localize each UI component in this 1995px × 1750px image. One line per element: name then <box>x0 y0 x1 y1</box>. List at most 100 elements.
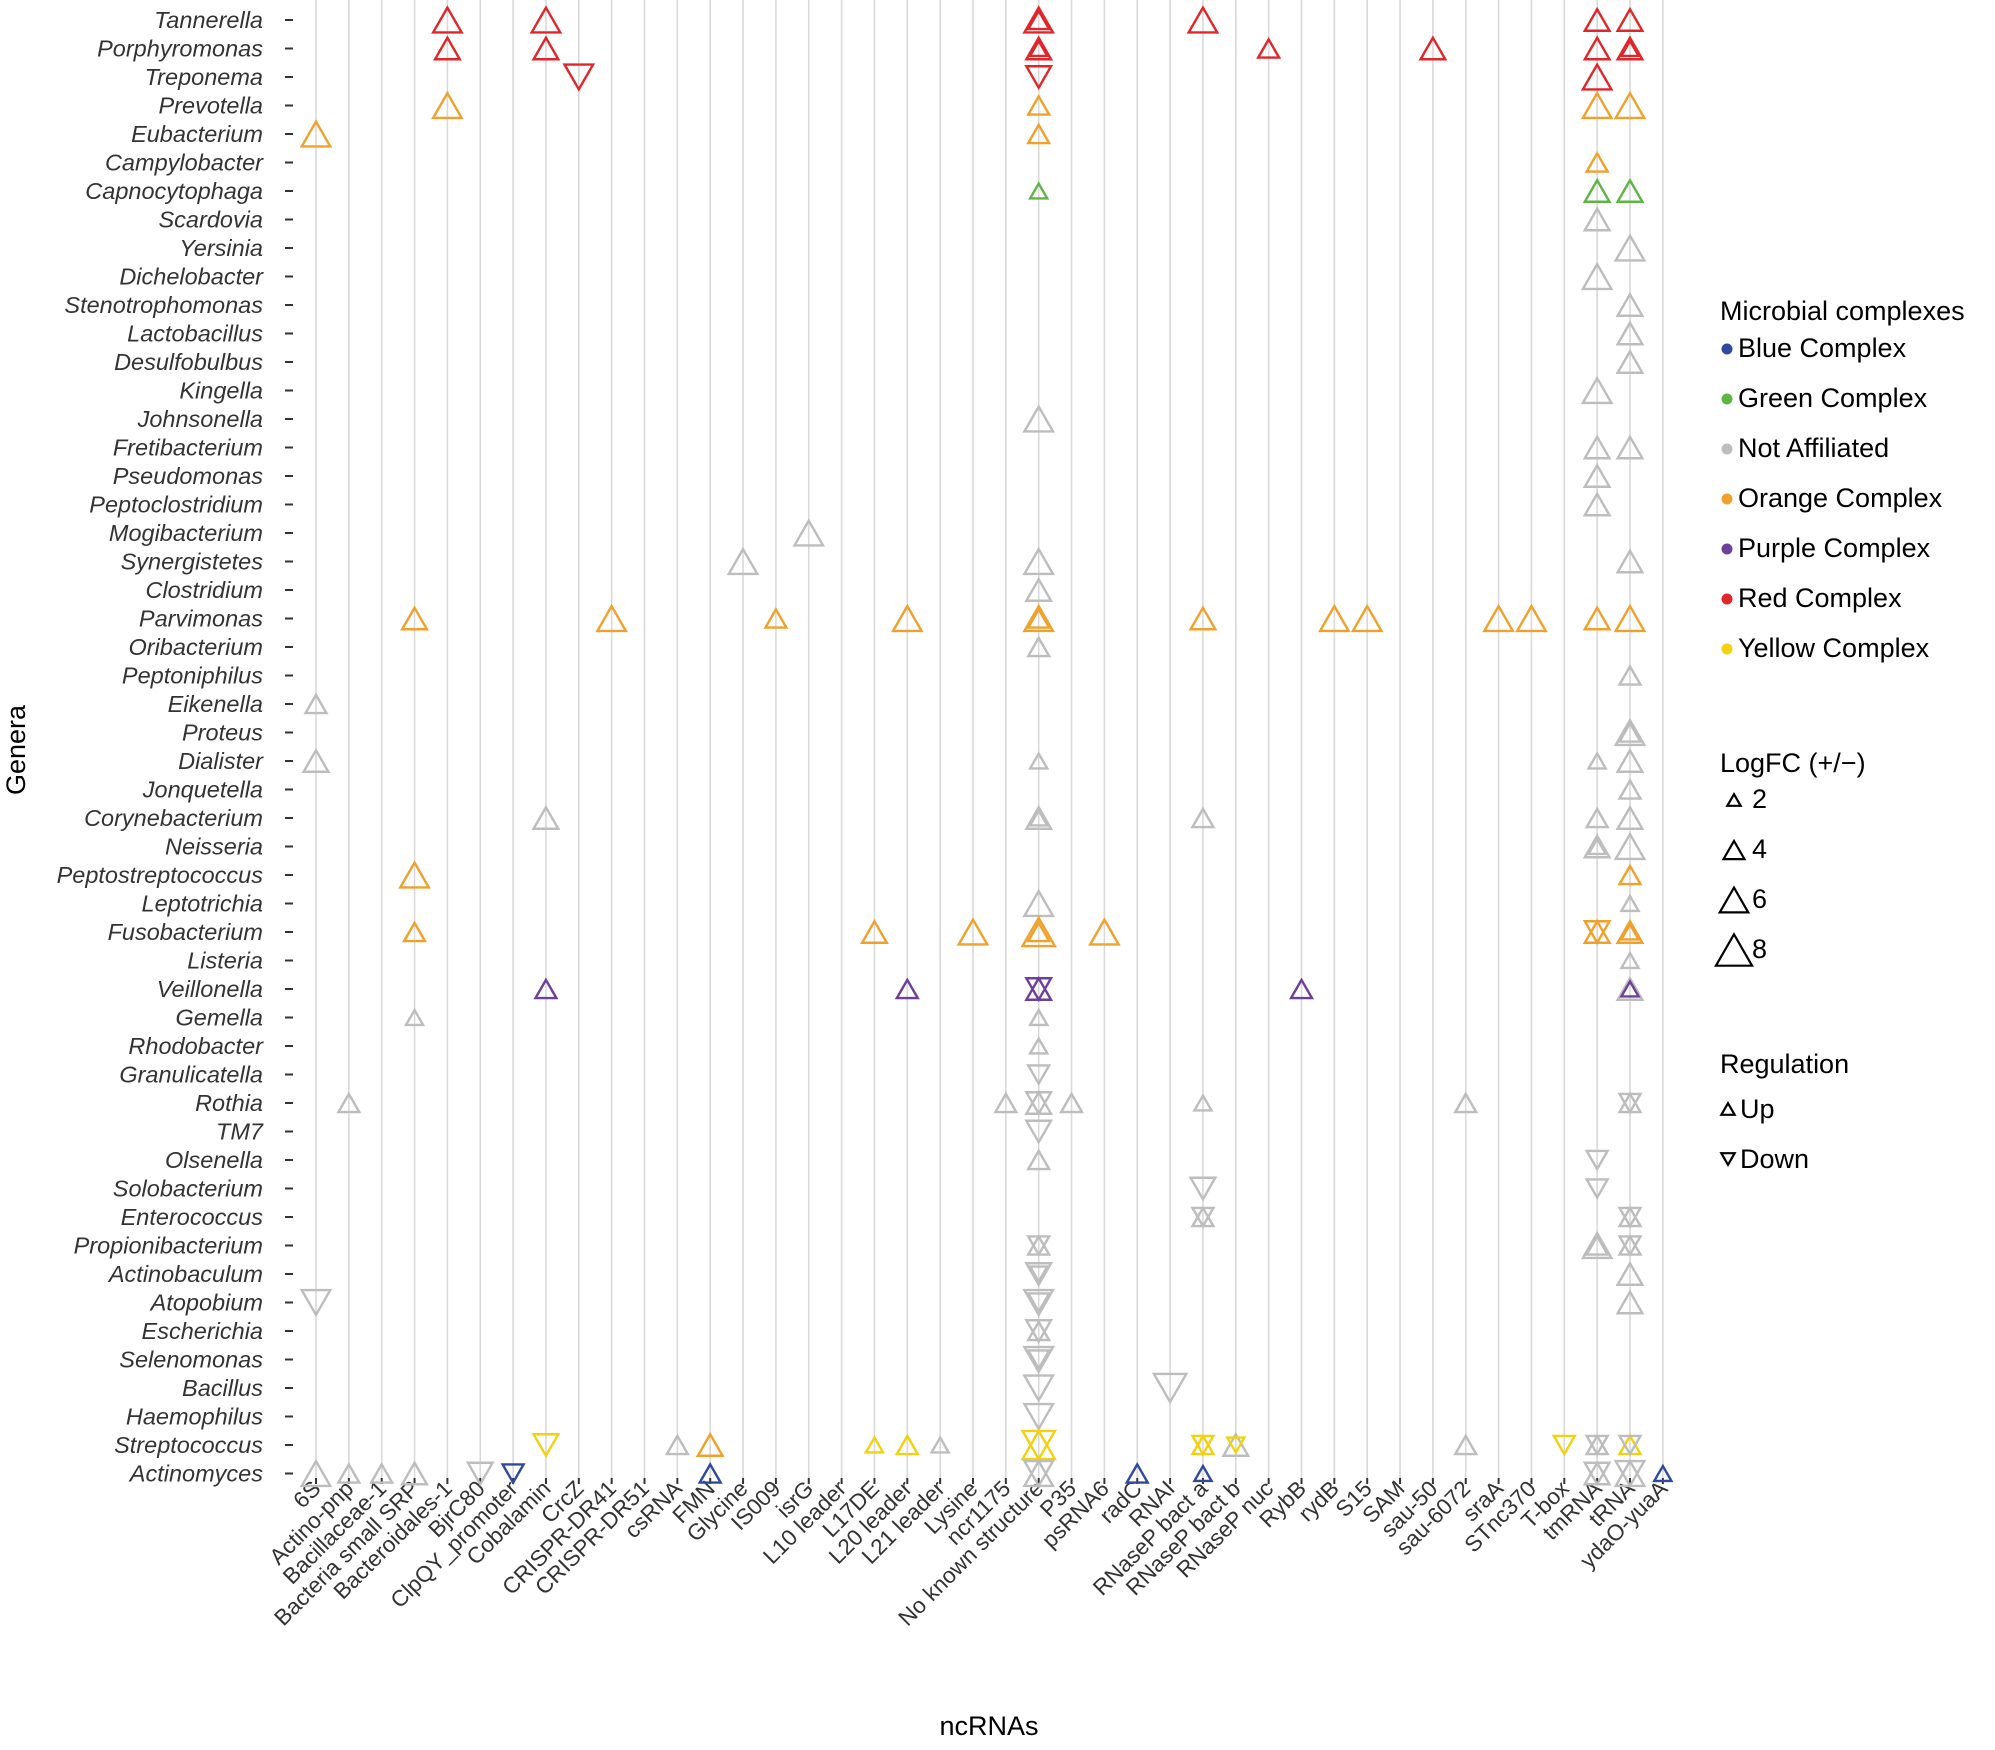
y-tick-label: Peptostreptococcus <box>57 862 264 888</box>
marker-capnocytophaga-tmrna-up <box>1582 177 1612 203</box>
marker-scardovia-tmrna-up <box>1582 206 1612 232</box>
legend-swatch-blue-complex <box>1721 343 1733 355</box>
marker-actinobaculum-no-known-structure-down <box>1024 1262 1054 1288</box>
x-axis-title: ncRNAs <box>939 1711 1038 1741</box>
y-tick-label: Synergistetes <box>121 549 264 575</box>
legend-complex-label: Red Complex <box>1738 583 1902 613</box>
marker-propionibacterium-no-known-structure-down <box>1026 1235 1052 1258</box>
legend-size-label: 4 <box>1752 834 1767 864</box>
legend-swatch-not-affiliated <box>1721 443 1733 455</box>
y-tick-label: Stenotrophomonas <box>64 292 263 318</box>
marker-atopobium-6s-down <box>299 1288 333 1318</box>
y-tick-label: Corynebacterium <box>84 805 263 831</box>
legend-size-items: 2 4 6 8 <box>1714 784 1767 967</box>
marker-gemella-bacteria-small-srp-up <box>403 1007 426 1027</box>
marker-treponema-crcz-down <box>562 63 596 92</box>
marker-porphyromonas-rnasep-nuc-up <box>1256 36 1282 59</box>
marker-actinomyces-bacillaceae-1-up <box>369 1461 395 1484</box>
legend-swatch-red-complex <box>1721 593 1733 605</box>
marker-porphyromonas-trna-up <box>1615 35 1645 61</box>
marker-granulicatella-no-known-structure-down <box>1026 1064 1052 1087</box>
legend-regulation-items: Up Down <box>1719 1094 1809 1174</box>
marker-listeria-trna-up <box>1619 950 1641 970</box>
marker-corynebacterium-tmrna-up <box>1584 806 1610 829</box>
marker-actinomyces-no-known-structure-down <box>1022 1459 1056 1489</box>
marker-tannerella-rnasep-bact-a-up <box>1186 5 1220 34</box>
y-tick-label: Lactobacillus <box>127 321 263 347</box>
marker-corynebacterium-trna-up <box>1615 804 1645 830</box>
y-tick-label: Scardovia <box>159 207 264 233</box>
y-tick-label: Desulfobulbus <box>114 349 263 375</box>
marker-synergistetes-glycine-up <box>726 546 760 576</box>
marker-actinomyces-bacteria-small-srp-up <box>400 1460 429 1486</box>
marker-propionibacterium-tmrna-up <box>1584 1233 1610 1256</box>
marker-parvimonas-rydb-up <box>1318 603 1351 633</box>
legend-swatch-purple-complex <box>1721 543 1733 555</box>
y-tick-label: Peptoclostridium <box>89 492 263 518</box>
marker-actinomyces-rnasep-bact-a-up <box>1192 1463 1214 1483</box>
y-tick-label: Atopobium <box>149 1290 263 1316</box>
marker-rothia-no-known-structure-down <box>1024 1091 1054 1117</box>
marker-enterococcus-trna-down <box>1617 1206 1643 1229</box>
marker-actinomyces-ydao-yuaa-up <box>1652 1463 1674 1483</box>
marker-eubacterium-6s-up <box>299 119 333 148</box>
marker-peptoniphilus-trna-up <box>1617 663 1643 686</box>
marker-actinomyces-tmrna-down <box>1582 1461 1612 1487</box>
y-tick-label: Oribacterium <box>128 634 263 660</box>
marker-prevotella-bacteroidales-1-up <box>431 90 464 120</box>
marker-actinomyces-fmn-up <box>697 1461 723 1484</box>
legend-complex-label: Not Affiliated <box>1738 433 1889 463</box>
marker-capnocytophaga-trna-up <box>1615 177 1645 203</box>
marker-desulfobulbus-trna-up <box>1615 348 1645 374</box>
marker-fusobacterium-no-known-structure-up <box>1020 915 1057 948</box>
marker-atopobium-trna-up <box>1615 1289 1645 1315</box>
legend-complex-label: Purple Complex <box>1738 533 1931 563</box>
marker-dialister-trna-up <box>1615 747 1645 773</box>
marker-dialister-tmrna-up <box>1586 751 1608 770</box>
marker-olsenella-no-known-structure-up <box>1026 1148 1052 1171</box>
marker-rothia-trna-down <box>1617 1092 1643 1115</box>
marker-clostridium-no-known-structure-up <box>1024 576 1054 602</box>
marker-prevotella-tmrna-up <box>1580 90 1614 120</box>
marker-corynebacterium-rnasep-bact-a-up <box>1190 806 1216 829</box>
gridlines <box>315 0 1664 1478</box>
marker-actinomyces-radc-up <box>1124 1461 1150 1484</box>
marker-veillonella-rybb-up <box>1288 977 1315 1000</box>
y-tick-label: Campylobacter <box>105 150 264 176</box>
marker-selenomonas-no-known-structure-down <box>1026 1349 1052 1372</box>
y-tick-label: Haemophilus <box>126 1404 263 1430</box>
y-tick-label: Actinobaculum <box>107 1261 263 1287</box>
marker-escherichia-no-known-structure-up <box>1026 1319 1052 1342</box>
marker-actinomyces-6s-up <box>299 1458 333 1488</box>
marker-streptococcus-l17de-up <box>863 1435 886 1454</box>
marker-rothia-ncr1175-up <box>993 1091 1019 1114</box>
y-tick-label: Parvimonas <box>139 606 263 632</box>
marker-veillonella-cobalamin-up <box>533 977 559 1000</box>
y-tick-label: TM7 <box>216 1119 264 1145</box>
marker-porphyromonas-trna-up <box>1619 38 1641 58</box>
marker-streptococcus-rnasep-bact-b-up <box>1221 1431 1251 1457</box>
marker-propionibacterium-tmrna-up <box>1580 1230 1614 1260</box>
y-tick-label: Actinomyces <box>128 1461 263 1487</box>
marker-veillonella-l20-leader-up <box>894 977 920 1000</box>
marker-dialister-6s-up <box>301 747 331 773</box>
legend-regulation-label: Up <box>1740 1094 1775 1124</box>
marker-streptococcus-sau-6072-up <box>1453 1433 1479 1456</box>
marker-corynebacterium-cobalamin-up <box>531 804 561 830</box>
marker-streptococcus-rnasep-bact-b-down <box>1225 1436 1247 1455</box>
legend-complex-label: Green Complex <box>1738 383 1928 413</box>
legend-regulation-label: Down <box>1740 1144 1809 1174</box>
y-tick-label: Olsenella <box>165 1147 263 1173</box>
marker-propionibacterium-trna-down <box>1617 1235 1643 1258</box>
marker-lactobacillus-trna-up <box>1615 320 1645 346</box>
marker-parvimonas-s15-up <box>1350 603 1384 633</box>
marker-parvimonas-sraa-up <box>1482 603 1515 633</box>
marker-neisseria-tmrna-up <box>1582 833 1612 859</box>
marker-peptostreptococcus-trna-up <box>1617 863 1643 886</box>
legend: Microbial complexes Blue Complex Green Co… <box>1714 296 1965 1174</box>
marker-streptococcus-tmrna-down <box>1584 1434 1610 1457</box>
marker-porphyromonas-bacteroidales-1-up <box>432 35 462 61</box>
y-tick-label: Mogibacterium <box>109 520 263 546</box>
marker-tannerella-bacteroidales-1-up <box>431 5 464 34</box>
